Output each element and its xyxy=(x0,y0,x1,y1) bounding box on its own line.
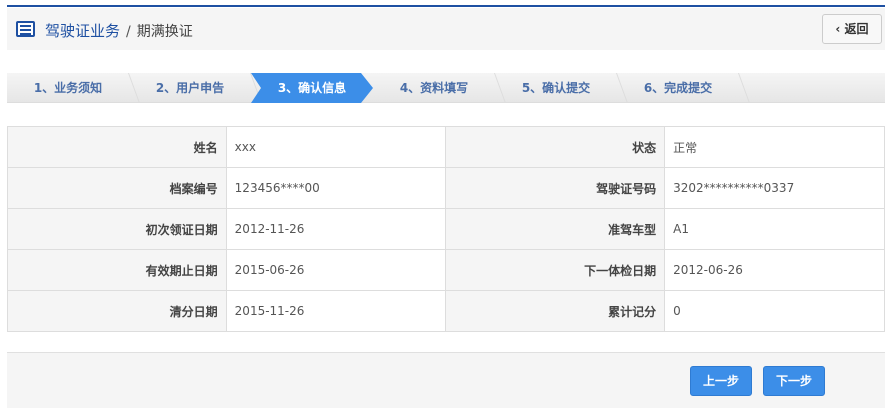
field-value: 2012-06-26 xyxy=(664,249,885,291)
step-label: 2、用户申告 xyxy=(155,81,225,95)
field-label: 累计记分 xyxy=(445,290,666,332)
field-label: 驾驶证号码 xyxy=(445,167,666,209)
field-value: 3202**********0337 xyxy=(664,167,885,209)
back-label: 返回 xyxy=(844,22,869,36)
step-3: 3、确认信息 xyxy=(251,73,373,103)
list-icon xyxy=(16,21,35,37)
field-value: 123456****00 xyxy=(225,167,447,209)
field-label: 姓名 xyxy=(7,126,227,168)
top-accent-line xyxy=(7,5,885,7)
step-label: 6、完成提交 xyxy=(643,81,713,95)
table-row: 清分日期 2015-11-26 累计记分 0 xyxy=(7,290,885,332)
step-6: 6、完成提交 xyxy=(617,73,750,103)
table-row: 初次领证日期 2012-11-26 准驾车型 A1 xyxy=(7,208,885,250)
back-button[interactable]: ‹ 返回 xyxy=(822,14,882,44)
step-5: 5、确认提交 xyxy=(495,73,628,103)
step-4: 4、资料填写 xyxy=(373,73,506,103)
breadcrumb-current: 期满换证 xyxy=(136,24,193,40)
field-value: xxx xyxy=(225,126,447,168)
table-row: 姓名 xxx 状态 正常 xyxy=(7,126,885,168)
field-label: 档案编号 xyxy=(7,167,227,209)
field-value: 2015-06-26 xyxy=(225,249,447,291)
field-label: 有效期止日期 xyxy=(7,249,227,291)
step-label: 3、确认信息 xyxy=(277,81,347,95)
step-label: 1、业务须知 xyxy=(33,81,103,95)
step-label: 4、资料填写 xyxy=(399,81,469,95)
field-label: 准驾车型 xyxy=(445,208,666,250)
table-row: 有效期止日期 2015-06-26 下一体检日期 2012-06-26 xyxy=(7,249,885,291)
breadcrumb-separator: / xyxy=(126,24,131,40)
breadcrumb: 驾驶证业务 / 期满换证 xyxy=(45,20,193,41)
field-value: 0 xyxy=(664,290,885,332)
footer-bar: 上一步 下一步 xyxy=(7,352,885,408)
info-table: 姓名 xxx 状态 正常 档案编号 123456****00 驾驶证号码 3202******… xyxy=(7,126,885,332)
next-step-button[interactable]: 下一步 xyxy=(763,366,825,396)
step-label: 5、确认提交 xyxy=(521,81,591,95)
field-label: 状态 xyxy=(445,126,666,168)
prev-step-button[interactable]: 上一步 xyxy=(690,366,752,396)
chevron-left-icon: ‹ xyxy=(835,22,845,36)
field-label: 清分日期 xyxy=(7,290,227,332)
step-1: 1、业务须知 xyxy=(7,73,140,103)
page-header: 驾驶证业务 / 期满换证 ‹ 返回 xyxy=(7,8,885,50)
field-label: 初次领证日期 xyxy=(7,208,227,250)
step-progress: 1、业务须知 2、用户申告 3、确认信息 4、资料填写 5、确认提交 6、完成提交 xyxy=(7,73,885,103)
breadcrumb-title[interactable]: 驾驶证业务 xyxy=(45,22,121,40)
field-label: 下一体检日期 xyxy=(445,249,666,291)
field-value: 正常 xyxy=(664,126,885,168)
step-divider xyxy=(727,73,750,103)
step-2: 2、用户申告 xyxy=(129,73,262,103)
field-value: A1 xyxy=(664,208,885,250)
table-row: 档案编号 123456****00 驾驶证号码 3202**********0337 xyxy=(7,167,885,209)
field-value: 2012-11-26 xyxy=(225,208,447,250)
field-value: 2015-11-26 xyxy=(225,290,447,332)
